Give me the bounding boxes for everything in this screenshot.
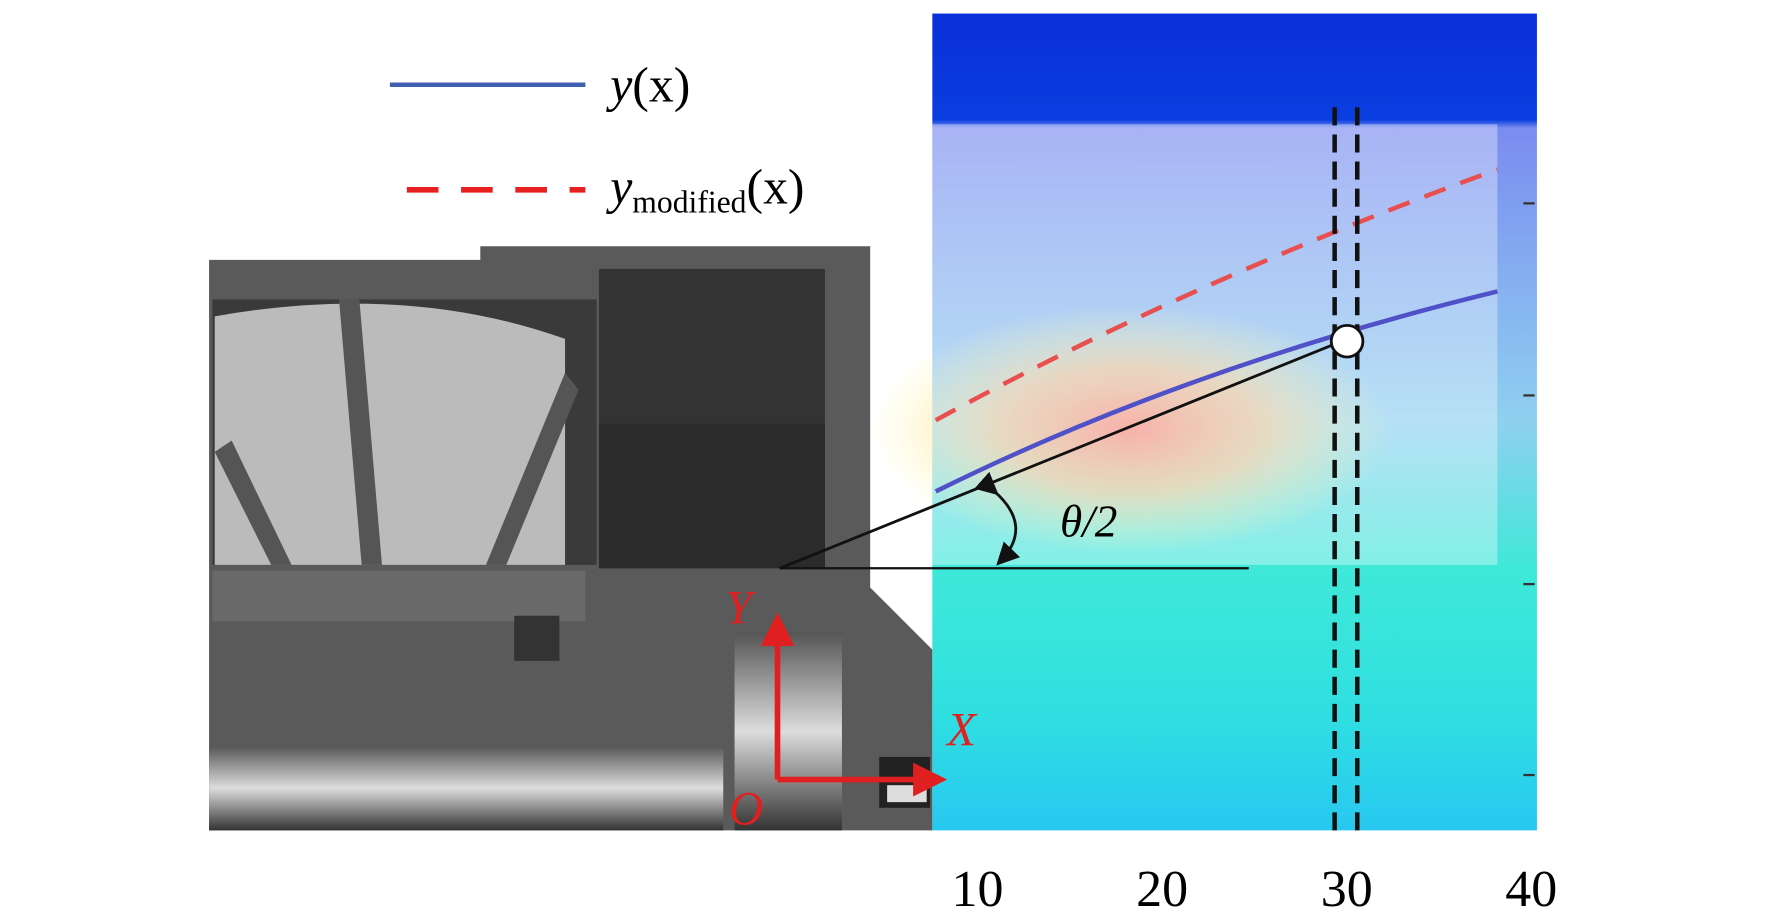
x-tick-label: 40 [1505,861,1557,914]
legend-label: ymodified(x) [605,159,804,219]
x-axis-label: X [945,705,978,757]
angle-arc [974,471,1021,566]
mechanical-section [209,246,933,831]
x-tick-label: 30 [1321,861,1373,914]
original-curve [934,289,1498,494]
tangent-line [779,343,1335,570]
legend: y(x) ymodified(x) [389,58,805,219]
angle-label: θ/2 [1060,497,1117,547]
x-tick-labels: 10 20 30 40 [952,861,1558,914]
tangent-point [1329,323,1365,359]
heatmap [870,13,1537,831]
x-tick-label: 10 [952,861,1004,914]
legend-label: y(x) [605,58,690,113]
origin-label: O [729,784,763,836]
x-tick-label: 20 [1136,861,1188,914]
y-axis-label: Y [726,583,757,635]
modified-curve [934,167,1499,423]
